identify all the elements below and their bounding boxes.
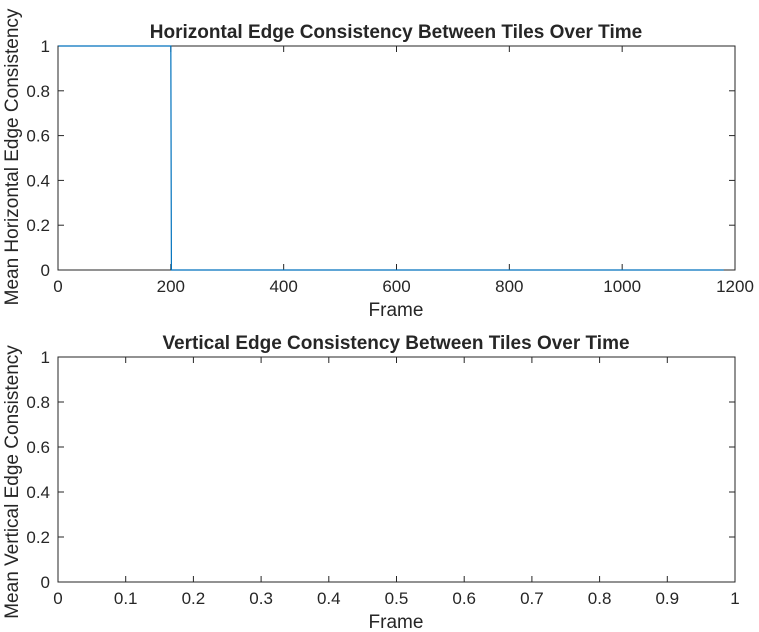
y-tick-label: 0.6	[26, 438, 50, 457]
y-axis-label: Mean Horizontal Edge Consistency	[2, 8, 23, 305]
x-tick-label: 0.1	[114, 589, 138, 608]
x-tick-label: 0	[53, 589, 62, 608]
x-tick-label: 800	[495, 277, 523, 296]
y-tick-label: 0.2	[26, 216, 50, 235]
y-tick-label: 0.8	[26, 82, 50, 101]
x-tick-label: 200	[157, 277, 185, 296]
y-tick-label: 0.6	[26, 127, 50, 146]
x-tick-label: 400	[269, 277, 297, 296]
y-tick-label: 0	[41, 573, 50, 592]
x-tick-label: 0.5	[385, 589, 409, 608]
x-tick-label: 0.9	[655, 589, 679, 608]
x-tick-label: 0.6	[452, 589, 476, 608]
x-tick-label: 0	[53, 277, 62, 296]
x-tick-label: 1200	[716, 277, 754, 296]
x-tick-label: 0.3	[249, 589, 273, 608]
y-tick-label: 0.8	[26, 393, 50, 412]
x-tick-label: 0.2	[182, 589, 206, 608]
x-tick-label: 0.8	[588, 589, 612, 608]
plot-area	[57, 356, 736, 583]
chart-title: Horizontal Edge Consistency Between Tile…	[150, 22, 642, 43]
horizontal-edge-chart: Horizontal Edge Consistency Between Tile…	[2, 8, 754, 321]
y-tick-label: 0.4	[26, 483, 50, 502]
x-tick-label: 0.4	[317, 589, 341, 608]
series-line	[58, 45, 724, 271]
y-tick-label: 0	[41, 261, 50, 280]
x-tick-label: 0.7	[520, 589, 544, 608]
y-tick-label: 0.4	[26, 171, 50, 190]
x-axis-label: Frame	[369, 612, 424, 632]
y-tick-label: 0.2	[26, 528, 50, 547]
x-tick-label: 1	[730, 589, 739, 608]
y-tick-label: 1	[41, 37, 50, 56]
plot-area	[57, 45, 736, 271]
y-axis-label: Mean Vertical Edge Consistency	[2, 345, 23, 619]
x-tick-label: 600	[382, 277, 410, 296]
vertical-edge-chart: Vertical Edge Consistency Between Tiles …	[2, 333, 740, 632]
chart-title: Vertical Edge Consistency Between Tiles …	[162, 333, 629, 354]
x-tick-label: 1000	[603, 277, 641, 296]
x-axis-label: Frame	[369, 300, 424, 321]
y-tick-label: 1	[41, 348, 50, 367]
